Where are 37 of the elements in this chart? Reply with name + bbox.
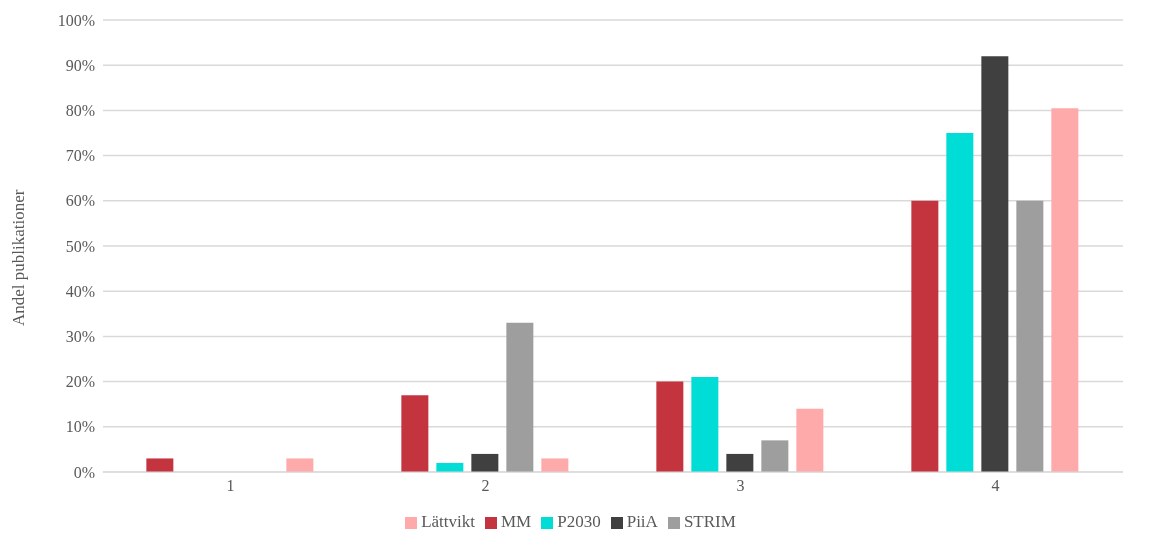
bar	[796, 408, 824, 472]
bar	[946, 133, 974, 472]
bar	[1051, 108, 1079, 472]
y-tick-label: 80%	[65, 102, 95, 120]
y-tick-label: 10%	[65, 418, 95, 436]
bar	[506, 322, 534, 472]
bar	[726, 453, 754, 472]
x-tick-label: 2	[481, 477, 490, 495]
bar	[761, 440, 789, 472]
y-tick-label: 30%	[65, 328, 95, 346]
y-tick-label: 100%	[57, 11, 95, 29]
legend-label: MM	[500, 512, 532, 531]
y-tick-label: 0%	[73, 463, 95, 481]
bar	[286, 458, 314, 472]
bar	[401, 395, 429, 472]
bar	[981, 56, 1009, 472]
y-tick-label: 50%	[65, 237, 95, 255]
bar	[541, 458, 569, 472]
bar	[471, 453, 499, 472]
legend-label: PiiA	[626, 512, 658, 531]
legend-label: P2030	[557, 512, 601, 531]
legend-label: Lättvikt	[421, 512, 475, 531]
x-tick-label: 4	[991, 477, 1000, 495]
y-tick-label: 90%	[65, 56, 95, 74]
bar	[1016, 200, 1044, 472]
bar	[691, 377, 719, 472]
x-tick-label: 1	[226, 477, 235, 495]
y-tick-label: 60%	[65, 192, 95, 210]
x-tick-label: 3	[736, 477, 745, 495]
bar	[656, 381, 684, 472]
y-axis-title: Andel publikationer	[9, 189, 29, 326]
bar	[911, 200, 939, 472]
bar	[146, 458, 174, 472]
y-tick-label: 20%	[65, 373, 95, 391]
y-tick-label: 40%	[65, 282, 95, 300]
legend-label: STRIM	[683, 512, 736, 531]
y-tick-label: 70%	[65, 147, 95, 165]
